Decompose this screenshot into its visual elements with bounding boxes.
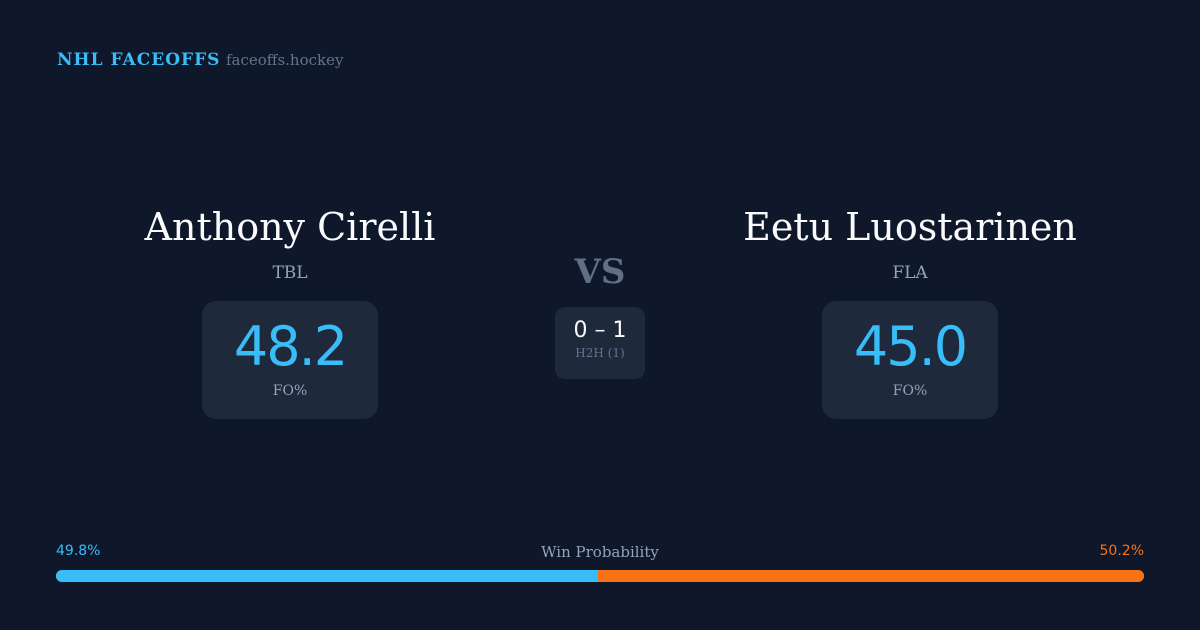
win-prob-bar [56,570,1144,582]
win-prob-left: 49.8% [56,543,101,559]
player-left: Anthony Cirelli TBL 48.2 FO% [80,205,500,419]
win-prob-right: 50.2% [1099,543,1144,559]
brand-title: NHL FACEOFFS [57,50,221,70]
h2h-card: 0 – 1 H2H (1) [555,307,645,379]
vs-label: VS [574,252,626,292]
h2h-label: H2H (1) [575,346,625,360]
player-right: Eetu Luostarinen FLA 45.0 FO% [700,205,1120,419]
win-prob-bar-right [597,570,1144,582]
faceoff-card: 48.2 FO% [202,301,378,419]
player-team: TBL [272,263,308,283]
win-prob-bar-left [56,570,598,582]
faceoff-label: FO% [892,383,928,399]
faceoff-label: FO% [272,383,308,399]
faceoff-card: 45.0 FO% [822,301,998,419]
faceoff-pct: 48.2 [233,315,348,378]
site-link[interactable]: faceoffs.hockey [226,51,344,69]
player-team: FLA [892,263,928,283]
player-name: Anthony Cirelli [144,205,436,249]
player-name: Eetu Luostarinen [743,205,1077,249]
h2h-score: 0 – 1 [573,318,627,343]
win-prob-label: Win Probability [541,543,659,561]
faceoff-pct: 45.0 [853,315,968,378]
